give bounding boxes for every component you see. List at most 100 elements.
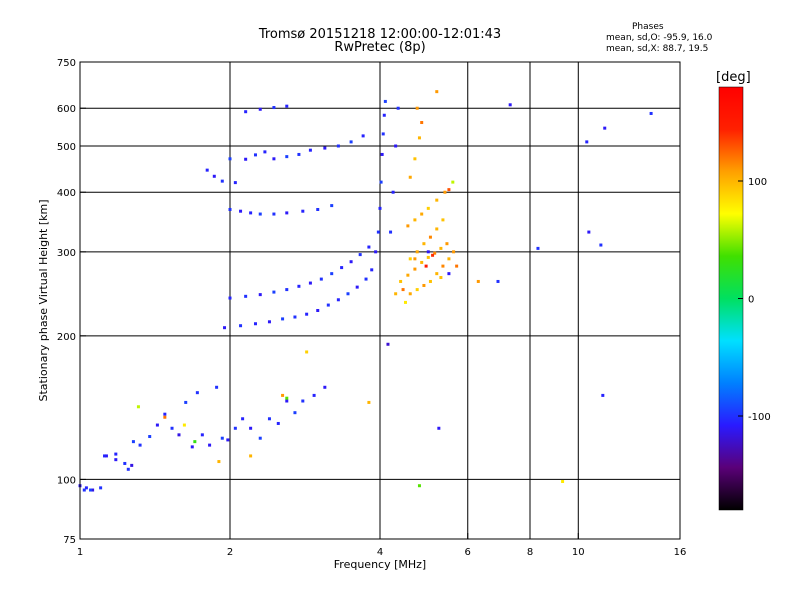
points-layer xyxy=(78,90,653,492)
data-point-x xyxy=(428,235,432,239)
data-point-o xyxy=(104,454,108,458)
data-point-o xyxy=(364,277,368,281)
data-point-o xyxy=(205,168,209,172)
data-point-o xyxy=(426,250,430,254)
data-point-o xyxy=(308,281,312,285)
data-point-o xyxy=(212,174,216,178)
data-point-o xyxy=(163,412,167,416)
data-point-o xyxy=(200,433,204,437)
data-point-o xyxy=(330,204,334,208)
x-axis-label: Frequency [MHz] xyxy=(334,558,426,571)
data-point-o xyxy=(380,152,384,156)
data-point-x xyxy=(431,253,435,257)
x-tick-label: 6 xyxy=(465,547,471,558)
data-point-x xyxy=(408,175,412,179)
data-point-x xyxy=(406,273,410,277)
data-point-x xyxy=(428,279,432,283)
data-point-o xyxy=(233,181,237,185)
data-point-o xyxy=(305,350,309,354)
data-point-o xyxy=(249,211,253,215)
data-point-o xyxy=(336,298,340,302)
data-point-x xyxy=(426,255,430,259)
data-point-o xyxy=(263,150,267,154)
data-point-o xyxy=(258,212,262,216)
data-point-o xyxy=(323,385,327,389)
data-point-x xyxy=(447,188,451,192)
data-point-o xyxy=(386,342,390,346)
axes-layer: 1 2 4 6 8 10 16 75 100 200 300 400 500 600 750 Frequenc… xyxy=(37,58,686,571)
data-point-o xyxy=(233,426,237,430)
data-point-o xyxy=(130,463,134,467)
data-point-o xyxy=(285,396,289,400)
data-point-x xyxy=(413,267,417,271)
data-point-o xyxy=(378,206,382,210)
data-point-o xyxy=(258,436,262,440)
data-point-o xyxy=(381,132,385,136)
data-point-o xyxy=(114,458,118,462)
data-point-o xyxy=(285,104,289,108)
data-point-o xyxy=(447,272,451,276)
data-point-o xyxy=(177,433,181,437)
data-point-o xyxy=(383,99,387,103)
data-point-o xyxy=(455,264,459,268)
data-point-x xyxy=(441,264,445,268)
data-point-o xyxy=(396,106,400,110)
data-point-x xyxy=(413,157,417,161)
x-tick-label: 4 xyxy=(377,547,383,558)
data-point-x xyxy=(408,257,412,261)
data-point-o xyxy=(223,326,227,330)
data-point-o xyxy=(367,400,371,404)
data-point-o xyxy=(340,266,344,270)
data-point-o xyxy=(253,153,257,157)
data-point-o xyxy=(182,423,186,427)
data-point-o xyxy=(258,293,262,297)
data-point-o xyxy=(136,405,140,409)
chart-subtitle: RwPretec (8p) xyxy=(334,40,426,55)
data-point-o xyxy=(114,452,118,456)
data-point-o xyxy=(508,103,512,107)
data-point-o xyxy=(123,461,127,465)
data-point-o xyxy=(649,111,653,115)
data-point-o xyxy=(382,113,386,117)
y-axis-label: Stationary phase Virtual Height [km] xyxy=(37,199,50,401)
data-point-o xyxy=(355,285,359,289)
x-tick-label: 8 xyxy=(527,547,533,558)
data-point-o xyxy=(323,146,327,150)
y-tick-label: 75 xyxy=(63,535,76,546)
data-point-o xyxy=(285,288,289,292)
data-point-x xyxy=(415,288,419,292)
y-tick-label: 100 xyxy=(57,475,76,486)
data-point-x xyxy=(420,212,424,216)
y-tick-label: 750 xyxy=(57,58,76,69)
data-point-x xyxy=(413,218,417,222)
data-point-x xyxy=(435,198,439,202)
data-point-o xyxy=(281,317,285,321)
data-point-o xyxy=(281,393,285,397)
data-point-o xyxy=(276,421,280,425)
data-point-o xyxy=(374,250,378,254)
data-point-o xyxy=(336,144,340,148)
data-point-o xyxy=(435,90,439,94)
data-point-o xyxy=(244,157,248,161)
data-point-o xyxy=(241,417,245,421)
data-point-o xyxy=(316,308,320,312)
colorbar-tick-label: 100 xyxy=(748,177,767,188)
data-point-o xyxy=(148,435,152,439)
data-point-x xyxy=(394,292,398,296)
data-point-x xyxy=(441,218,445,222)
data-point-o xyxy=(389,230,393,234)
grid-layer xyxy=(80,62,680,539)
data-point-o xyxy=(603,126,607,130)
data-point-o xyxy=(217,460,221,464)
data-point-o xyxy=(138,443,142,447)
data-point-o xyxy=(267,417,271,421)
data-point-o xyxy=(349,260,353,264)
data-point-o xyxy=(208,443,212,447)
data-point-o xyxy=(239,209,243,213)
data-point-o xyxy=(244,294,248,298)
data-point-o xyxy=(82,488,86,492)
data-point-o xyxy=(228,207,232,211)
data-point-x xyxy=(443,190,447,194)
data-point-o xyxy=(361,134,365,138)
